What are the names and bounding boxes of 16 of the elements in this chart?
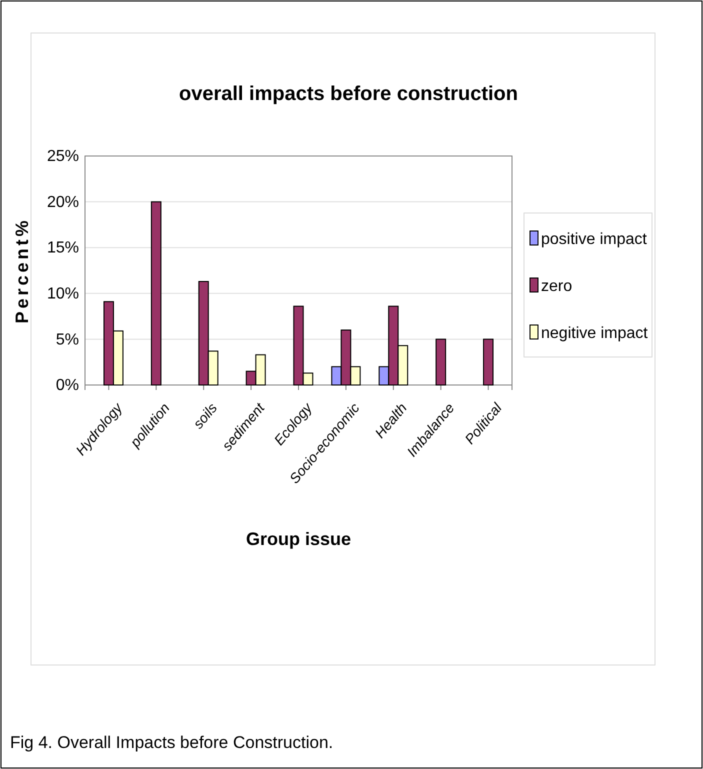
bar <box>436 338 446 386</box>
x-axis-title: Group issue <box>246 529 352 549</box>
bar <box>150 201 162 386</box>
bar <box>483 338 494 386</box>
y-tick-label: 15% <box>46 240 79 257</box>
y-axis-title: Percent% <box>12 217 32 324</box>
legend-label: positive impact <box>541 231 648 248</box>
chart-title: overall impacts before construction <box>179 83 518 105</box>
y-tick-label: 5% <box>56 331 79 348</box>
legend-label: zero <box>541 278 572 295</box>
y-tick-label: 10% <box>46 286 79 303</box>
y-tick-label: 25% <box>46 148 79 166</box>
legend-label: negitive impact <box>541 325 648 342</box>
caption: Fig 4. Overall Impacts before Construction. <box>10 733 334 752</box>
y-tick-label: 0% <box>56 377 79 394</box>
y-tick-label: 20% <box>46 194 79 211</box>
